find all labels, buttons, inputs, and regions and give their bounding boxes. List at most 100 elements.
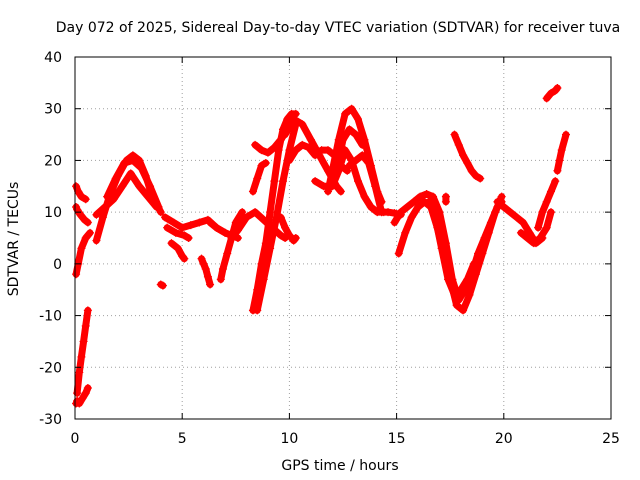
data-point bbox=[173, 244, 182, 253]
data-point bbox=[86, 228, 95, 237]
data-point bbox=[516, 228, 525, 237]
data-point bbox=[218, 265, 227, 274]
y-tick-label: 20 bbox=[44, 153, 62, 169]
series-arc-04 bbox=[72, 383, 92, 408]
data-point bbox=[471, 171, 480, 180]
data-point bbox=[538, 208, 547, 217]
data-point bbox=[120, 159, 129, 168]
data-point bbox=[441, 192, 450, 201]
x-tick-label: 25 bbox=[602, 431, 620, 447]
data-point bbox=[75, 368, 84, 377]
series-arc-05 bbox=[73, 306, 92, 398]
data-point bbox=[81, 195, 90, 204]
data-point bbox=[72, 270, 81, 279]
data-point bbox=[465, 290, 474, 299]
data-point bbox=[519, 218, 528, 227]
data-point bbox=[74, 187, 83, 196]
data-point bbox=[276, 213, 285, 222]
data-point bbox=[128, 156, 137, 165]
data-point bbox=[197, 254, 206, 263]
data-point bbox=[345, 161, 354, 170]
data-point bbox=[542, 223, 551, 232]
y-tick-label: -20 bbox=[39, 360, 62, 376]
data-point bbox=[323, 187, 332, 196]
y-tick-label: -10 bbox=[39, 309, 62, 325]
data-point bbox=[78, 394, 87, 403]
data-point bbox=[407, 213, 416, 222]
data-point bbox=[285, 156, 294, 165]
data-point bbox=[351, 130, 360, 139]
data-point bbox=[553, 84, 562, 93]
data-point bbox=[158, 281, 167, 290]
data-point bbox=[73, 389, 82, 398]
series-arc-33 bbox=[441, 192, 450, 206]
data-point bbox=[546, 187, 555, 196]
data-point bbox=[266, 244, 275, 253]
data-point bbox=[454, 140, 463, 149]
data-point bbox=[542, 197, 551, 206]
data-point bbox=[396, 208, 405, 217]
data-point bbox=[251, 208, 260, 217]
data-point bbox=[364, 159, 373, 168]
data-point bbox=[512, 213, 521, 222]
data-point bbox=[212, 223, 221, 232]
series-arc-38 bbox=[553, 130, 570, 175]
series-arc-26 bbox=[332, 125, 367, 175]
y-axis-label: SDTVAR / TECUs bbox=[6, 182, 22, 297]
data-point bbox=[101, 202, 110, 211]
data-point bbox=[281, 130, 290, 139]
series-line bbox=[92, 169, 160, 219]
data-point bbox=[216, 275, 225, 284]
x-tick-label: 20 bbox=[495, 431, 513, 447]
data-point bbox=[238, 208, 247, 217]
data-point bbox=[83, 218, 92, 227]
series-arc-21 bbox=[276, 213, 300, 245]
x-axis-label: GPS time / hours bbox=[281, 458, 398, 474]
data-point bbox=[163, 223, 172, 232]
data-point bbox=[169, 218, 178, 227]
data-point bbox=[126, 169, 135, 178]
chart-title: Day 072 of 2025, Sidereal Day-to-day VTE… bbox=[56, 20, 620, 36]
data-point bbox=[195, 218, 204, 227]
data-point bbox=[555, 156, 564, 165]
data-point bbox=[298, 120, 307, 129]
data-point bbox=[557, 146, 566, 155]
x-axis-ticks: 0 5 10 15 20 25 bbox=[71, 57, 620, 447]
data-point bbox=[476, 174, 485, 183]
data-point bbox=[450, 290, 459, 299]
data-point bbox=[171, 228, 180, 237]
data-point bbox=[81, 389, 90, 398]
data-point bbox=[493, 197, 502, 206]
data-point bbox=[186, 221, 195, 230]
data-point bbox=[266, 208, 275, 217]
data-point bbox=[551, 177, 560, 186]
data-point bbox=[289, 115, 298, 124]
data-point bbox=[81, 321, 90, 330]
data-point bbox=[83, 383, 92, 392]
series-arc-03 bbox=[72, 228, 95, 279]
data-point bbox=[536, 234, 545, 242]
data-point bbox=[135, 182, 144, 191]
data-point bbox=[366, 202, 375, 211]
series-line bbox=[72, 229, 94, 278]
data-point bbox=[341, 109, 350, 118]
data-point bbox=[178, 223, 187, 232]
data-point bbox=[497, 192, 506, 201]
y-tick-label: 40 bbox=[44, 50, 62, 66]
series-arc-19 bbox=[248, 159, 270, 196]
data-point bbox=[242, 213, 251, 222]
data-point bbox=[444, 275, 453, 284]
data-point bbox=[463, 275, 472, 284]
data-point bbox=[199, 259, 208, 268]
data-point bbox=[154, 202, 163, 211]
data-point bbox=[180, 254, 189, 263]
data-point bbox=[98, 213, 107, 222]
data-point bbox=[79, 337, 88, 346]
data-point bbox=[276, 135, 285, 144]
data-point bbox=[281, 223, 290, 232]
series-arc-13 bbox=[197, 254, 215, 289]
data-point bbox=[203, 272, 212, 281]
data-point bbox=[201, 265, 210, 274]
data-point bbox=[336, 187, 345, 196]
data-point bbox=[542, 94, 551, 103]
